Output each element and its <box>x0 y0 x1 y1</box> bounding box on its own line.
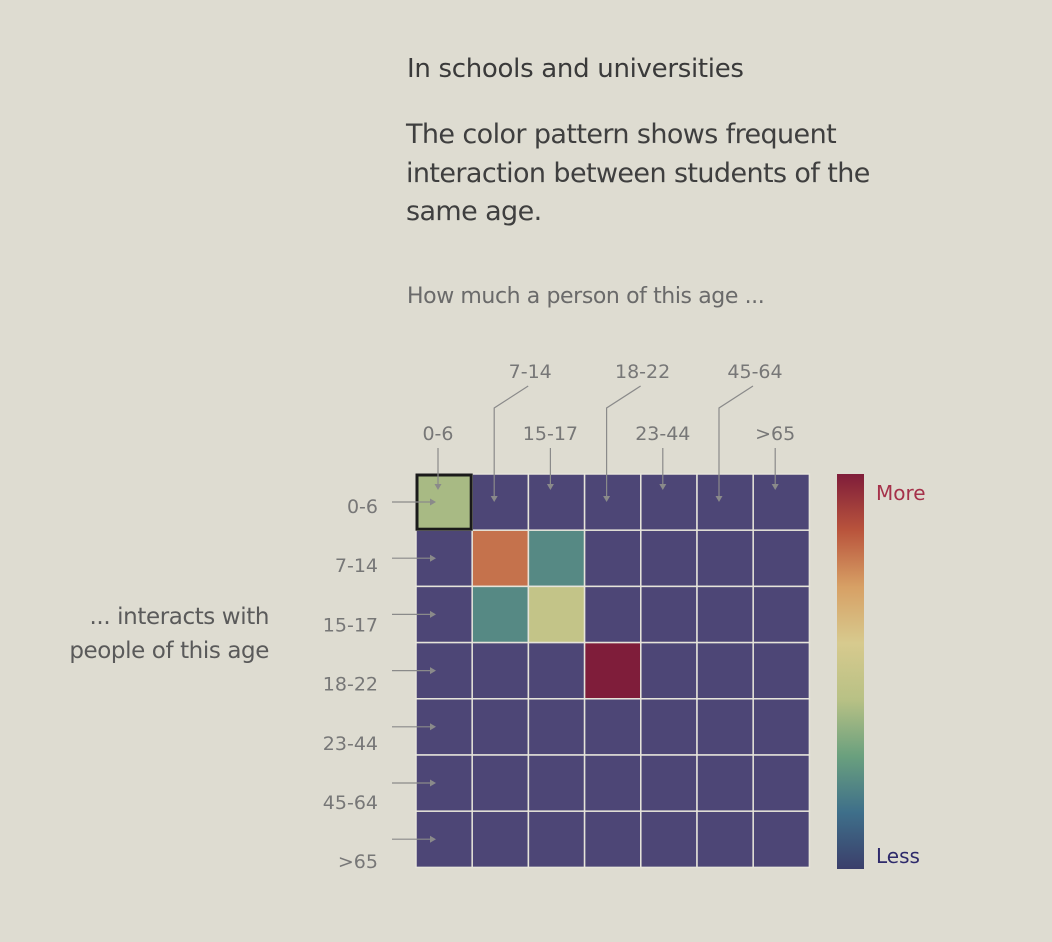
pointer-arrowhead <box>430 498 436 506</box>
pointer-line <box>718 385 754 496</box>
pointer-arrowhead <box>430 723 436 731</box>
heatmap-cell[interactable] <box>471 698 530 756</box>
chart-heading: In schools and universities <box>407 54 744 84</box>
heatmap-cell[interactable] <box>752 473 811 531</box>
x-tick-label: 7-14 <box>509 361 552 383</box>
heatmap-cell[interactable] <box>527 473 586 531</box>
heatmap-cell[interactable] <box>640 473 698 531</box>
pointer-arrowhead <box>659 484 667 490</box>
heatmap-cell[interactable] <box>583 754 642 812</box>
y-tick-label: 7-14 <box>335 555 378 577</box>
heatmap-cell[interactable] <box>752 810 811 869</box>
colorbar <box>837 474 864 869</box>
heatmap-cell[interactable] <box>640 585 698 644</box>
pointer-line <box>606 385 641 496</box>
pointer-arrowhead <box>430 554 436 562</box>
pointer-arrowhead <box>430 779 436 787</box>
heatmap-cell[interactable] <box>583 698 642 756</box>
x-tick-label: 23-44 <box>635 423 690 445</box>
heatmap-cell[interactable] <box>696 529 754 588</box>
heatmap-cell[interactable] <box>527 585 586 644</box>
x-tick-label: 0-6 <box>422 423 453 445</box>
pointer-arrowhead <box>603 496 611 502</box>
y-tick-label: 0-6 <box>347 496 378 518</box>
heatmap-cell[interactable] <box>696 641 754 700</box>
heatmap-cell[interactable] <box>640 754 698 812</box>
heatmap-cell[interactable] <box>752 529 811 588</box>
heatmap-cell[interactable] <box>752 641 811 700</box>
heatmap-cell[interactable] <box>696 585 754 644</box>
x-axis-title: How much a person of this age ... <box>407 284 765 309</box>
heatmap-cell[interactable] <box>640 529 698 588</box>
heatmap-cell[interactable] <box>752 754 811 812</box>
heatmap-cell[interactable] <box>527 698 586 756</box>
pointer-arrowhead <box>771 484 779 490</box>
heatmap-cell[interactable] <box>752 698 811 756</box>
pointer-arrowhead <box>715 496 723 502</box>
heatmap-cell[interactable] <box>696 754 754 812</box>
heatmap-cell[interactable] <box>583 529 642 588</box>
heatmap-cell[interactable] <box>696 810 754 869</box>
pointer-arrowhead <box>430 610 436 618</box>
x-tick-label: 45-64 <box>727 361 782 383</box>
pointer-arrowhead <box>546 484 554 490</box>
y-tick-label: 15-17 <box>323 614 378 636</box>
y-tick-label: 23-44 <box>323 733 378 755</box>
x-tick-label: >65 <box>755 423 795 445</box>
heatmap-cell[interactable] <box>696 698 754 756</box>
heatmap-cell[interactable] <box>471 810 530 869</box>
heatmap-cell[interactable] <box>471 529 530 588</box>
heatmap-cell[interactable] <box>471 641 530 700</box>
heatmap-cell[interactable] <box>527 810 586 869</box>
heatmap-cell[interactable] <box>640 810 698 869</box>
pointer-arrowhead <box>490 496 498 502</box>
heatmap-cell[interactable] <box>583 585 642 644</box>
pointer-line <box>493 385 529 496</box>
heatmap-cell[interactable] <box>471 473 530 531</box>
heatmap-cell[interactable] <box>527 754 586 812</box>
legend-more-label: More <box>876 481 926 505</box>
heatmap-cell[interactable] <box>471 585 530 644</box>
x-tick-label: 18-22 <box>615 361 670 383</box>
pointer-arrowhead <box>434 484 442 490</box>
y-tick-label: 45-64 <box>323 792 378 814</box>
y-tick-label: >65 <box>338 851 378 873</box>
heatmap-cell[interactable] <box>527 529 586 588</box>
heatmap-cell[interactable] <box>752 585 811 644</box>
pointer-arrowhead <box>430 667 436 675</box>
heatmap-cell[interactable] <box>583 641 642 700</box>
chart-description: The color pattern shows frequent interac… <box>406 119 870 227</box>
heatmap-cell[interactable] <box>583 473 642 531</box>
pointer-arrowhead <box>430 835 436 843</box>
heatmap-cell[interactable] <box>640 698 698 756</box>
y-tick-label: 18-22 <box>323 674 378 696</box>
heatmap-cell[interactable] <box>696 473 754 531</box>
y-axis-title: ... interacts with people of this age <box>69 604 269 664</box>
heatmap-cell[interactable] <box>527 641 586 700</box>
legend-less-label: Less <box>876 844 920 868</box>
x-tick-label: 15-17 <box>523 423 578 445</box>
heatmap-cell[interactable] <box>583 810 642 869</box>
heatmap-cell[interactable] <box>471 754 530 812</box>
heatmap-cell[interactable] <box>640 641 698 700</box>
